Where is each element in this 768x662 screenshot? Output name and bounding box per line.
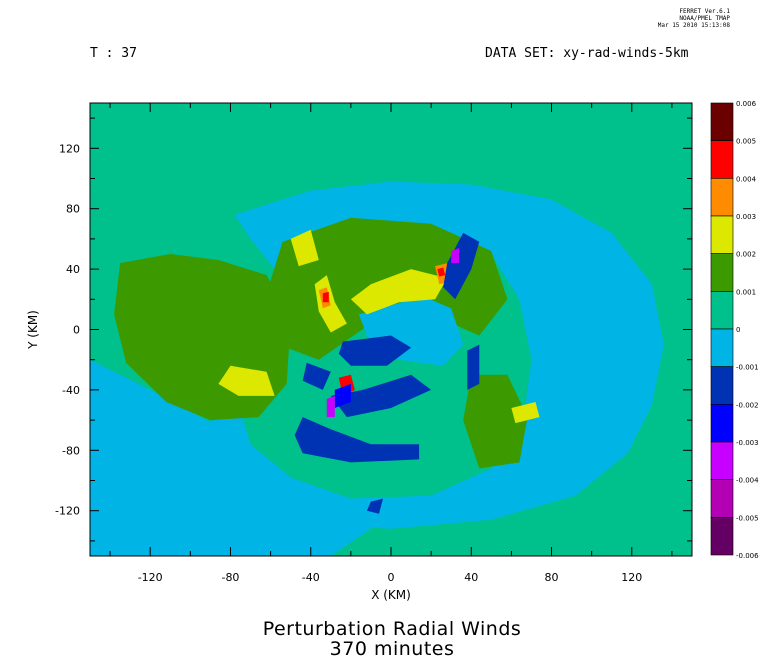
software-stamp: FERRET Ver.6.1 NOAA/PMEL TMAP Mar 15 201… [610, 8, 730, 29]
x-tick-label: -120 [138, 571, 163, 584]
colorbar-label: 0.004 [736, 175, 757, 183]
x-tick-label: 80 [545, 571, 559, 584]
colorbar-swatch [710, 215, 734, 254]
contour-region [467, 344, 480, 390]
contour-region [350, 269, 448, 315]
axes: -120 -80 -40 0 40 80 120 120 80 40 0 -40 -80 -120 X (K… [26, 102, 693, 602]
colorbar-swatch [710, 291, 734, 330]
contour-fields [90, 103, 692, 556]
colorbar-label: 0.005 [736, 138, 756, 146]
colorbar: 0.006 0.005 0.004 0.003 0.002 0.001 0 -0.001 -0.… [710, 100, 759, 560]
stamp-line: Mar 15 2010 15:13:08 [657, 22, 730, 29]
x-tick-label: 40 [464, 571, 478, 584]
contour-region [334, 383, 351, 408]
colorbar-swatch [710, 178, 734, 217]
colorbar-label: -0.002 [736, 401, 759, 409]
y-tick-label: -120 [55, 505, 80, 518]
colorbar-swatch [710, 479, 734, 518]
contour-region [326, 395, 335, 418]
contour-region [511, 402, 540, 424]
contour-region [443, 232, 480, 300]
stamp-line: NOAA/PMEL TMAP [679, 15, 730, 22]
y-tick-label: 80 [66, 203, 80, 216]
colorbar-swatch [710, 140, 734, 179]
chart-subtitle: 370 minutes [329, 638, 455, 660]
y-axis-label: Y (KM) [26, 310, 40, 350]
stamp-line: FERRET Ver.6.1 [679, 8, 730, 15]
x-tick-label: -40 [302, 571, 320, 584]
colorbar-swatch [710, 366, 734, 405]
colorbar-label: -0.006 [736, 552, 759, 560]
contour-region [290, 229, 319, 267]
colorbar-swatch [710, 102, 734, 141]
y-tick-label: 0 [73, 324, 80, 337]
contour-region [330, 374, 432, 418]
contour-region [90, 359, 371, 556]
contour-region [322, 291, 329, 303]
colorbar-label: -0.001 [736, 364, 759, 372]
x-axis-label: X (KM) [371, 588, 411, 602]
colorbar-swatch [710, 328, 734, 367]
y-tick-label: -80 [62, 444, 80, 457]
time-label: T : 37 [90, 46, 137, 61]
colorbar-label: 0 [736, 326, 740, 334]
colorbar-label: 0.001 [736, 288, 756, 296]
contour-region [338, 335, 412, 366]
colorbar-swatch [710, 441, 734, 480]
contour-region [366, 498, 383, 514]
colorbar-swatch [710, 517, 734, 556]
plot-area [90, 103, 692, 556]
colorbar-label: -0.003 [736, 439, 759, 447]
dataset-label: DATA SET: xy-rad-winds-5km [485, 46, 689, 61]
contour-region [218, 365, 275, 396]
contour-region [294, 417, 420, 463]
contour-region [437, 267, 446, 277]
y-tick-label: 120 [59, 142, 80, 155]
x-tick-label: 0 [388, 571, 395, 584]
colorbar-label: 0.002 [736, 251, 756, 259]
contour-region [451, 248, 460, 264]
contour-region [302, 362, 331, 390]
colorbar-swatch [710, 253, 734, 292]
colorbar-label: 0.006 [736, 100, 757, 108]
chart-title: Perturbation Radial Winds [262, 618, 522, 640]
colorbar-swatch [710, 404, 734, 443]
y-tick-label: 40 [66, 263, 80, 276]
x-tick-label: 120 [621, 571, 642, 584]
y-tick-label: -40 [62, 384, 80, 397]
colorbar-label: -0.004 [736, 477, 759, 485]
colorbar-label: -0.005 [736, 514, 759, 522]
x-tick-label: -80 [221, 571, 239, 584]
colorbar-label: 0.003 [736, 213, 756, 221]
contour-region [463, 374, 528, 469]
